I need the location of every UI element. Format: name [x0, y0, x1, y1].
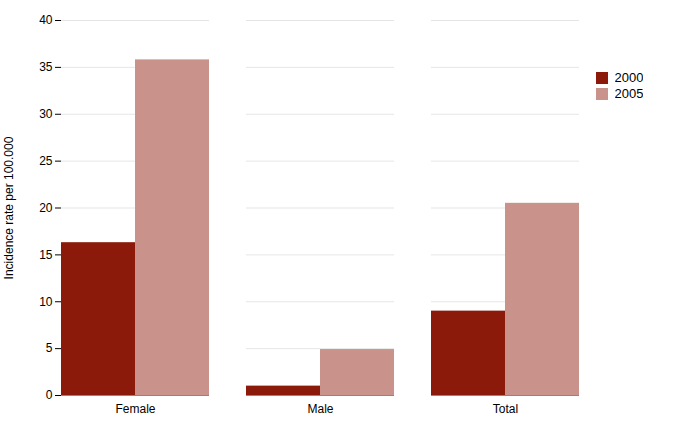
svg-text:Total: Total [493, 402, 518, 416]
html-text:2005: 2005 [614, 86, 644, 101]
svg-text:25: 25 [39, 154, 53, 168]
svg-text:20: 20 [39, 201, 53, 215]
svg-text:35: 35 [39, 60, 53, 74]
svg-text:30: 30 [39, 107, 53, 121]
svg-text:5: 5 [46, 341, 53, 355]
svg-text:Incidence rate per 100.000: Incidence rate per 100.000 [2, 136, 16, 279]
svg-text:10: 10 [39, 295, 53, 309]
svg-text:Female: Female [115, 402, 155, 416]
svg-text:0: 0 [46, 388, 53, 402]
svg-text:15: 15 [39, 248, 53, 262]
html-text:2000: 2000 [614, 70, 644, 85]
svg-text:Male: Male [307, 402, 333, 416]
svg-text:40: 40 [39, 13, 53, 27]
